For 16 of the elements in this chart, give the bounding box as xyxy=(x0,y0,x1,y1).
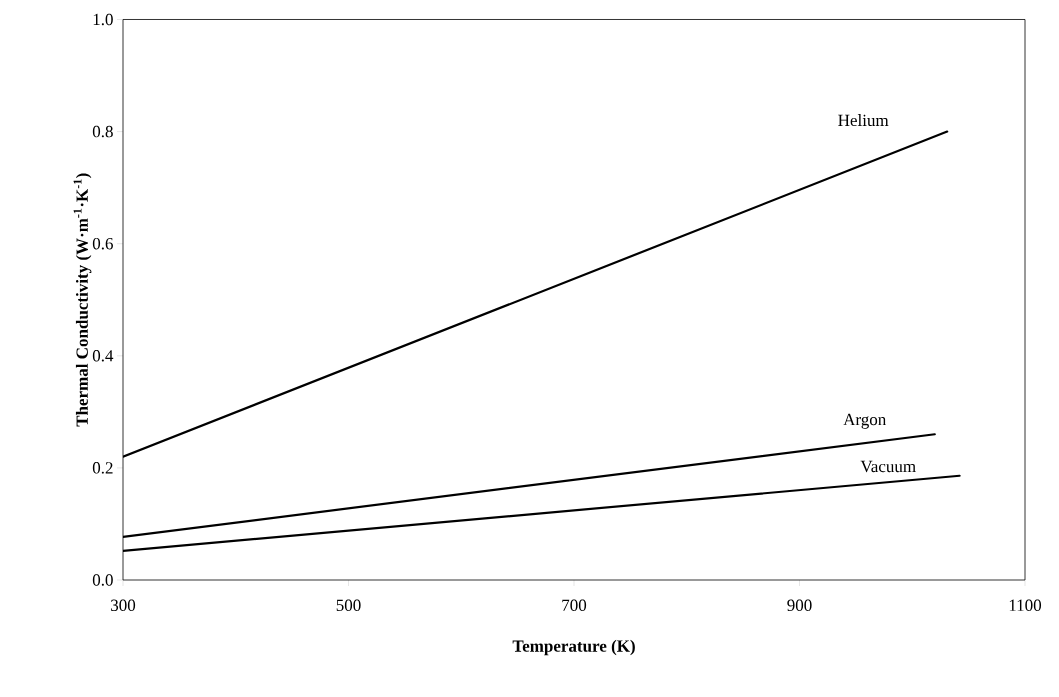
x-tick-label: 700 xyxy=(562,599,587,611)
y-tick-label: 0.4 xyxy=(92,350,114,362)
y-tick-label: 1.0 xyxy=(93,13,113,26)
y-axis-title: Thermal Conductivity (W·m$^{-1}$·K$^{-1}$) xyxy=(73,173,92,427)
y-tick-label: 0.2 xyxy=(92,462,113,474)
x-tick-label: 300 xyxy=(111,599,136,611)
x-axis-title: Temperature (K) xyxy=(512,639,635,656)
series-label: Helium xyxy=(838,114,889,127)
x-tick-label: 1100 xyxy=(1009,599,1042,611)
series-label: Vacuum xyxy=(860,460,916,473)
y-tick-label: 0.6 xyxy=(92,237,113,250)
y-tick-label: 0.8 xyxy=(92,125,113,138)
series-label: Argon xyxy=(843,413,887,429)
y-tick-label: 0.0 xyxy=(92,574,113,586)
x-tick-label: 900 xyxy=(787,599,812,611)
x-tick-label: 500 xyxy=(336,599,361,611)
